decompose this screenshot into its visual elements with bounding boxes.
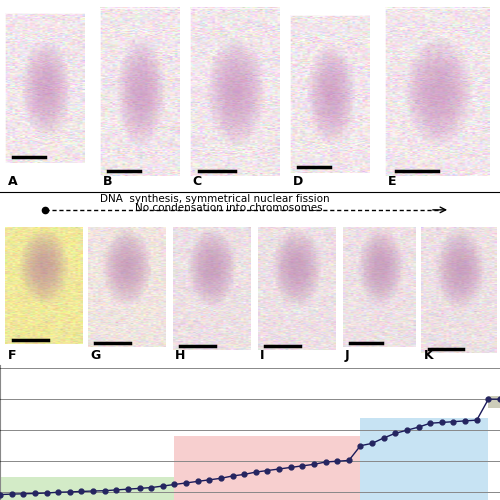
Text: I: I [260,349,264,362]
Text: H: H [175,349,186,362]
Bar [190,8,280,176]
Bar [0,476,174,500]
Bar [488,396,500,408]
Bar [5,14,85,163]
Text: A: A [8,175,17,188]
Bar [100,8,180,176]
Text: J: J [345,349,350,362]
Text: G: G [90,349,100,362]
Text: B: B [102,175,112,188]
Text: F: F [8,349,16,362]
Text: D: D [292,175,303,188]
Bar [174,436,360,500]
Text: DNA  synthesis, symmetrical nuclear fission: DNA synthesis, symmetrical nuclear fissi… [100,194,330,204]
Text: E: E [388,175,396,188]
Bar [385,8,490,176]
Text: C: C [192,175,202,188]
Bar [290,16,370,172]
Text: K: K [424,349,433,362]
Text: No condensation into chromosomes: No condensation into chromosomes [135,204,322,214]
Bar [360,418,488,500]
